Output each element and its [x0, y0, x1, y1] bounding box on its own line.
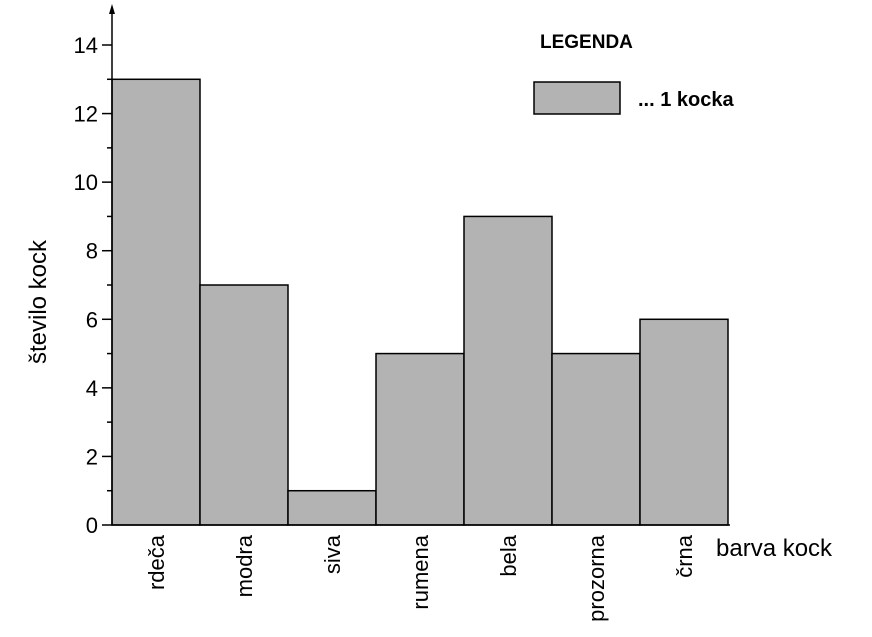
axes-layer: [109, 4, 730, 526]
bar: [463, 215, 553, 526]
x-category-label: modra: [232, 534, 257, 597]
bar: [199, 284, 289, 526]
bar: [639, 318, 729, 526]
bar: [375, 352, 465, 526]
x-category-label: črna: [672, 534, 697, 578]
y-tick-label: 0: [86, 513, 98, 538]
y-ticks-layer: 0 2 4 6 8 10 12 14: [74, 33, 112, 538]
y-tick-label: 8: [86, 239, 98, 264]
bar: [287, 489, 377, 526]
legend-title: LEGENDA: [540, 32, 633, 53]
bar: [111, 78, 201, 526]
x-category-label: bela: [496, 534, 521, 576]
y-axis-title: število kock: [25, 239, 52, 364]
bars-layer: [111, 78, 729, 526]
y-tick-label: 12: [74, 102, 98, 127]
y-tick-label: 2: [86, 444, 98, 469]
x-category-label: siva: [320, 534, 345, 574]
x-category-label: prozorna: [584, 534, 609, 622]
x-category-label: rumena: [408, 534, 433, 609]
y-tick-label: 14: [74, 33, 98, 58]
y-tick-label: 4: [86, 376, 98, 401]
x-category-labels: rdeča modra siva rumena bela prozorna črna: [144, 534, 697, 622]
y-axis-arrow-icon: [109, 4, 115, 14]
x-axis-title: barva kock: [716, 535, 833, 562]
legend: LEGENDA ... 1 kocka: [533, 32, 734, 115]
y-tick-label: 10: [74, 170, 98, 195]
y-tick-label: 6: [86, 307, 98, 332]
legend-swatch: [533, 81, 621, 115]
legend-entry-label: ... 1 kocka: [638, 89, 734, 111]
bar: [551, 352, 641, 526]
x-category-label: rdeča: [144, 534, 169, 590]
